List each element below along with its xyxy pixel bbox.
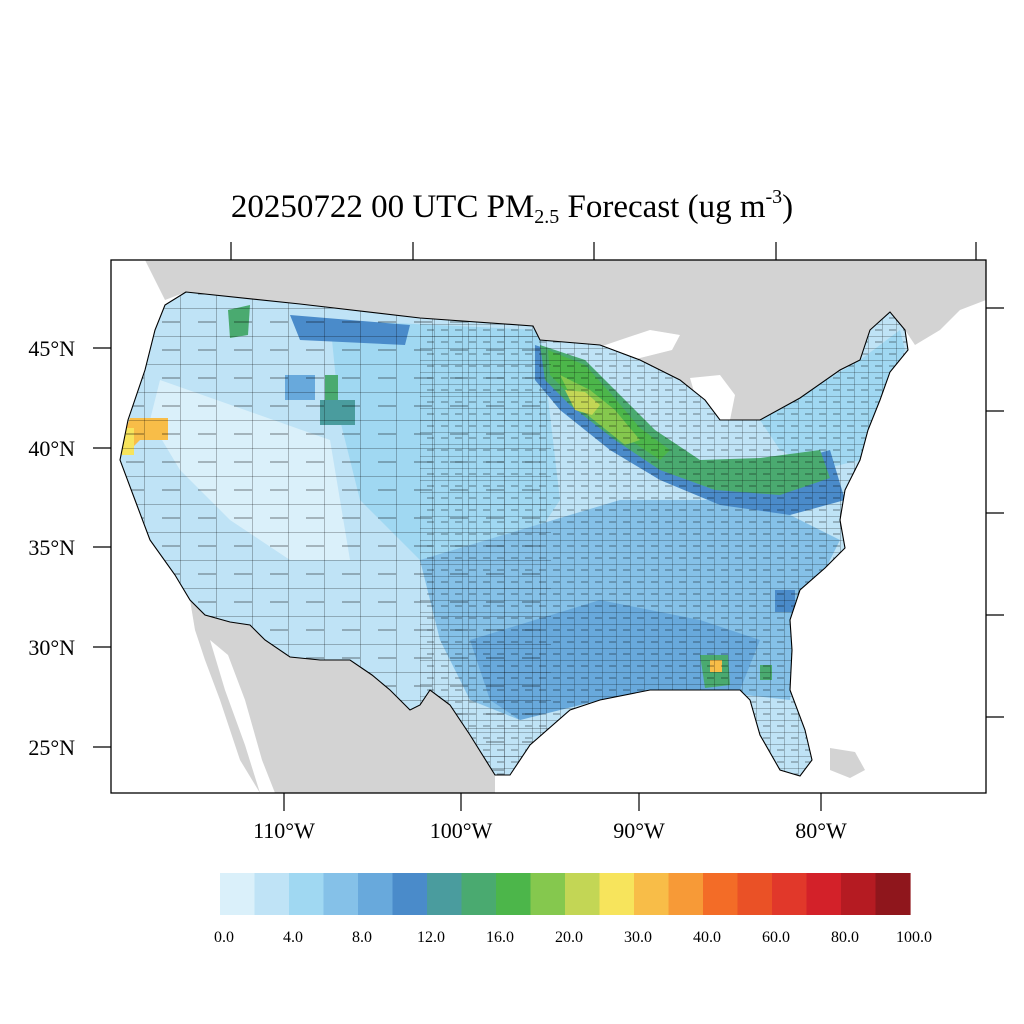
lon-label-100w: 100°W <box>430 818 493 843</box>
colorbar-swatch <box>254 873 290 915</box>
colorbar-swatch <box>289 873 325 915</box>
title-superscript: -3 <box>765 186 783 208</box>
colorbar-swatch <box>737 873 773 915</box>
baja-gulf-water <box>210 640 275 793</box>
colorbar-swatch <box>323 873 359 915</box>
colorbar <box>220 873 911 915</box>
colorbar-swatch <box>875 873 911 915</box>
colorbar-label: 16.0 <box>486 929 514 946</box>
left-ticks <box>93 347 111 748</box>
colorbar-swatch <box>806 873 842 915</box>
us-outline <box>119 291 909 777</box>
lon-label-110w: 110°W <box>253 818 315 843</box>
colorbar-swatch <box>358 873 394 915</box>
colorbar-label: 12.0 <box>417 929 445 946</box>
colorbar-label: 40.0 <box>693 929 721 946</box>
title-suffix: ) <box>782 189 794 225</box>
colorbar-label: 8.0 <box>352 929 372 946</box>
colorbar-swatch <box>220 873 256 915</box>
colorbar-swatch <box>668 873 704 915</box>
right-ticks <box>986 307 1004 718</box>
colorbar-swatch <box>427 873 463 915</box>
title-prefix: 20250722 00 UTC PM <box>230 189 535 225</box>
lat-label-40: 40°N <box>28 436 75 461</box>
colorbar-swatch <box>599 873 635 915</box>
mexico-landmass <box>190 600 495 793</box>
colorbar-label: 100.0 <box>896 929 932 946</box>
lon-label-90w: 90°W <box>613 818 665 843</box>
lat-label-35: 35°N <box>28 535 75 560</box>
cuba <box>830 748 865 778</box>
lake-huron <box>690 375 735 425</box>
colorbar-label: 4.0 <box>283 929 303 946</box>
colorbar-swatch <box>392 873 428 915</box>
title-middle: Forecast (ug m <box>559 189 766 225</box>
colorbar-labels: 0.0 4.0 8.0 12.0 16.0 20.0 30.0 40.0 60.0 80.0 100… <box>214 929 932 946</box>
chart-title: 20250722 00 UTC PM2.5 Forecast (ug m-3) <box>0 186 1024 229</box>
colorbar-swatch <box>565 873 601 915</box>
colorbar-label: 30.0 <box>624 929 652 946</box>
colorbar-swatch <box>461 873 497 915</box>
colorbar-label: 20.0 <box>555 929 583 946</box>
lat-label-30: 30°N <box>28 635 75 660</box>
canada-landmass <box>145 260 986 420</box>
top-ticks <box>230 242 977 260</box>
colorbar-swatch <box>703 873 739 915</box>
colorbar-swatch <box>496 873 532 915</box>
colorbar-swatch <box>530 873 566 915</box>
colorbar-swatch <box>772 873 808 915</box>
colorbar-label: 60.0 <box>762 929 790 946</box>
lat-label-25: 25°N <box>28 735 75 760</box>
colorbar-swatch <box>634 873 670 915</box>
title-subscript: 2.5 <box>534 206 560 228</box>
colorbar-label: 0.0 <box>214 929 234 946</box>
colorbar-label: 80.0 <box>831 929 859 946</box>
lon-label-80w: 80°W <box>795 818 847 843</box>
colorbar-swatch <box>841 873 877 915</box>
map-frame <box>110 259 987 794</box>
lat-label-45: 45°N <box>28 336 75 361</box>
bottom-ticks <box>283 793 822 811</box>
